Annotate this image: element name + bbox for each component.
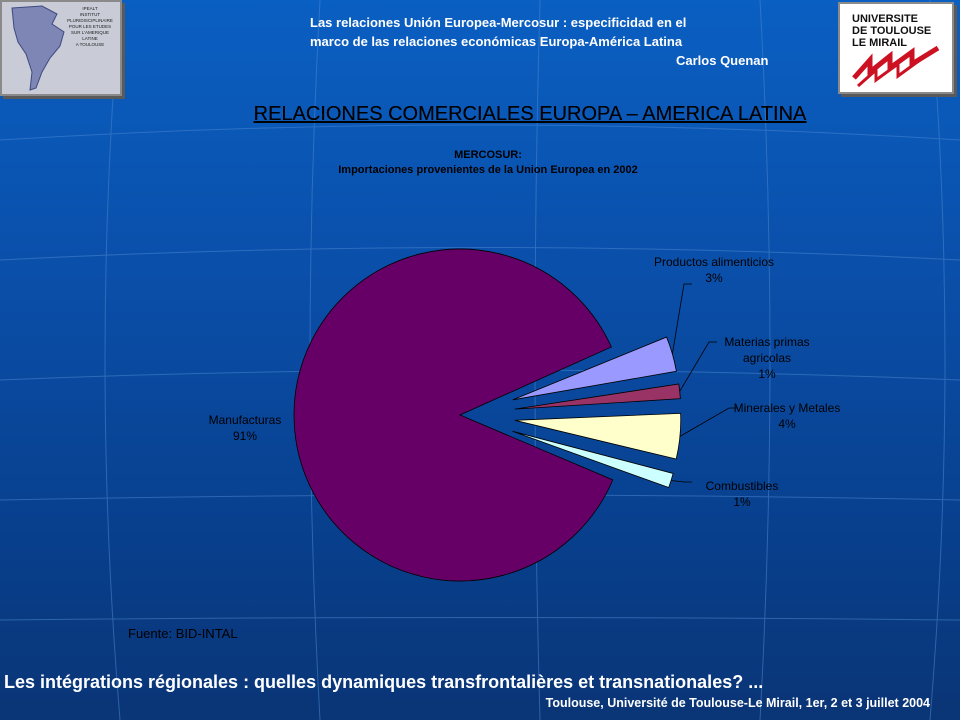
data-label-0-1: 91%: [233, 429, 257, 443]
slice-label-3-0: Minerales y Metales: [734, 401, 841, 415]
universite-toulouse-logo: UNIVERSITE DE TOULOUSE LE MIRAIL: [838, 2, 954, 94]
logo-left-line-3: POUR LES ETUDES: [69, 24, 111, 29]
slice-label-1-0: Productos alimenticios: [654, 255, 774, 269]
slice-label-4-0: Combustibles: [706, 479, 779, 493]
logo-right-line-2: LE MIRAIL: [852, 37, 907, 49]
data-label-1-1: 3%: [705, 271, 723, 285]
source-note: Fuente: BID-INTAL: [128, 626, 238, 641]
logo-left-line-5: LATINE: [82, 36, 97, 41]
data-label-4-1: 1%: [733, 495, 751, 509]
header-author: Carlos Quenan: [676, 53, 769, 68]
latin-america-map-logo: IPEALT INSTITUT PLURIDISCIPLINAIRE POUR …: [2, 2, 120, 94]
logo-left-line-4: SUR L'AMERIQUE: [71, 30, 109, 35]
logo-left-line-1: INSTITUT: [80, 12, 100, 17]
logo-right-line-1: DE TOULOUSE: [852, 25, 931, 37]
ipealt-logo: IPEALT INSTITUT PLURIDISCIPLINAIRE POUR …: [0, 0, 122, 96]
logo-left-line-0: IPEALT: [82, 6, 97, 11]
footer-event: Toulouse, Université de Toulouse-Le Mira…: [545, 696, 930, 710]
pie-slices: [293, 248, 682, 582]
main-title: RELACIONES COMERCIALES EUROPA – AMERICA …: [0, 103, 960, 126]
leader-line-2: [679, 341, 717, 392]
leader-line-4: [671, 480, 692, 483]
universite-logo-mark: UNIVERSITE DE TOULOUSE LE MIRAIL: [846, 8, 946, 88]
footer-title: Les intégrations régionales : quelles dy…: [4, 672, 764, 692]
slice-label-2-0: Materias primas: [724, 335, 809, 349]
pie-labels: Manufacturas 91% Productos alimenticios 3% M…: [209, 255, 841, 509]
logo-left-line-2: PLURIDISCIPLINAIRE: [67, 18, 113, 23]
pie-slice-minerales-y-metales: [514, 412, 682, 460]
chart-subtitle: Importaciones provenientes de la Union E…: [338, 164, 638, 176]
slice-label-2-1: agricolas: [743, 351, 791, 365]
pie-slice-productos-alimenticios: [512, 336, 677, 401]
main-title-text: RELACIONES COMERCIALES EUROPA – AMERICA …: [253, 103, 807, 125]
data-label-3-1: 4%: [778, 417, 796, 431]
logo-right-line-0: UNIVERSITE: [852, 13, 918, 25]
header-line-1: Las relaciones Unión Europea-Mercosur : …: [310, 15, 687, 30]
leader-line-1: [671, 283, 692, 354]
logo-left-line-6: A TOULOUSE: [76, 42, 105, 47]
chart-title: MERCOSUR:: [454, 149, 522, 161]
leader-line-3: [679, 407, 737, 437]
pie-leader-lines: [671, 283, 737, 483]
pie-slice-materias-primas-agricolas: [514, 383, 681, 410]
pie-slice-manufacturas: [293, 248, 614, 582]
header-line-2: marco de las relaciones económicas Europ…: [310, 34, 683, 49]
data-label-2-2: 1%: [758, 367, 776, 381]
slice-label-0-0: Manufacturas: [209, 413, 282, 427]
